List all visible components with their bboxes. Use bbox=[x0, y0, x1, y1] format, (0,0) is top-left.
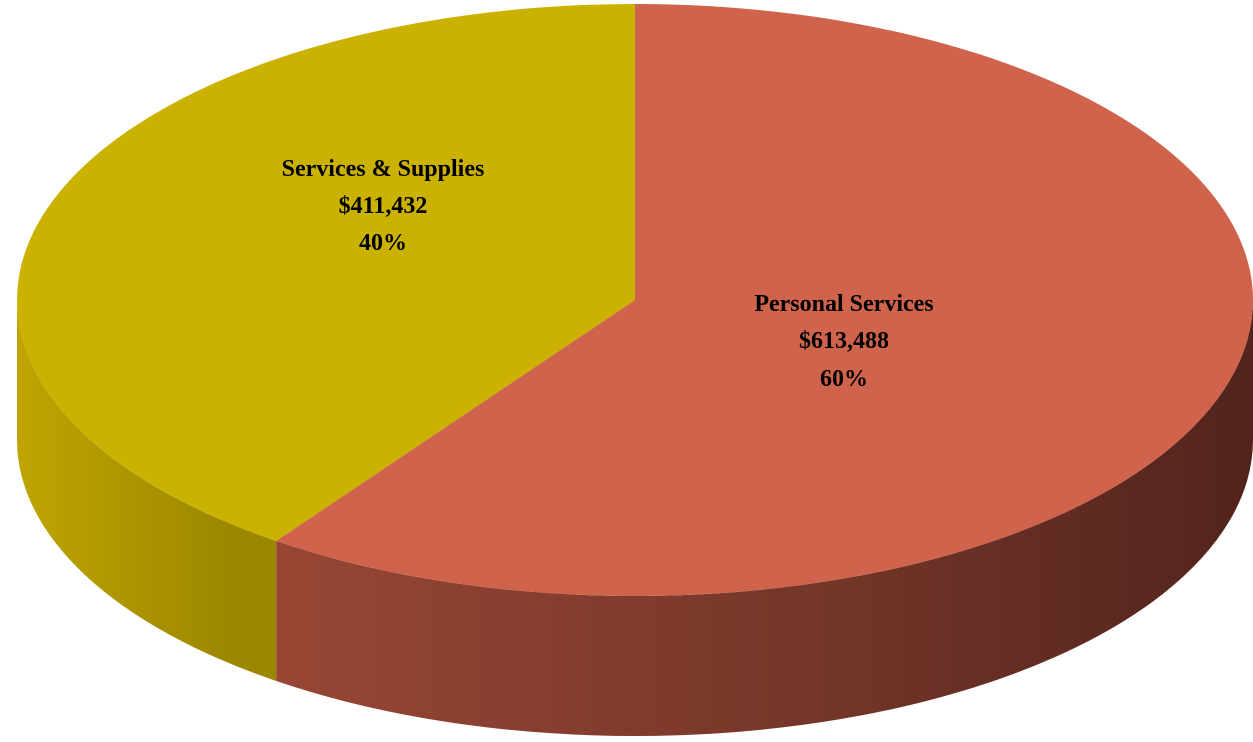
label-services-supplies-name: Services & Supplies bbox=[282, 156, 485, 182]
label-personal-services-name: Personal Services bbox=[754, 291, 933, 317]
slice-side-personal-services bbox=[276, 300, 1253, 737]
slice-personal-services bbox=[276, 4, 1253, 596]
label-services-supplies-value: $411,432 bbox=[339, 193, 428, 219]
label-services-supplies-percent: 40% bbox=[359, 230, 407, 256]
slice-services-supplies bbox=[16, 4, 636, 542]
label-personal-services-value: $613,488 bbox=[799, 328, 889, 354]
slice-side-services-supplies bbox=[17, 300, 277, 682]
label-personal-services-percent: 60% bbox=[820, 366, 868, 392]
